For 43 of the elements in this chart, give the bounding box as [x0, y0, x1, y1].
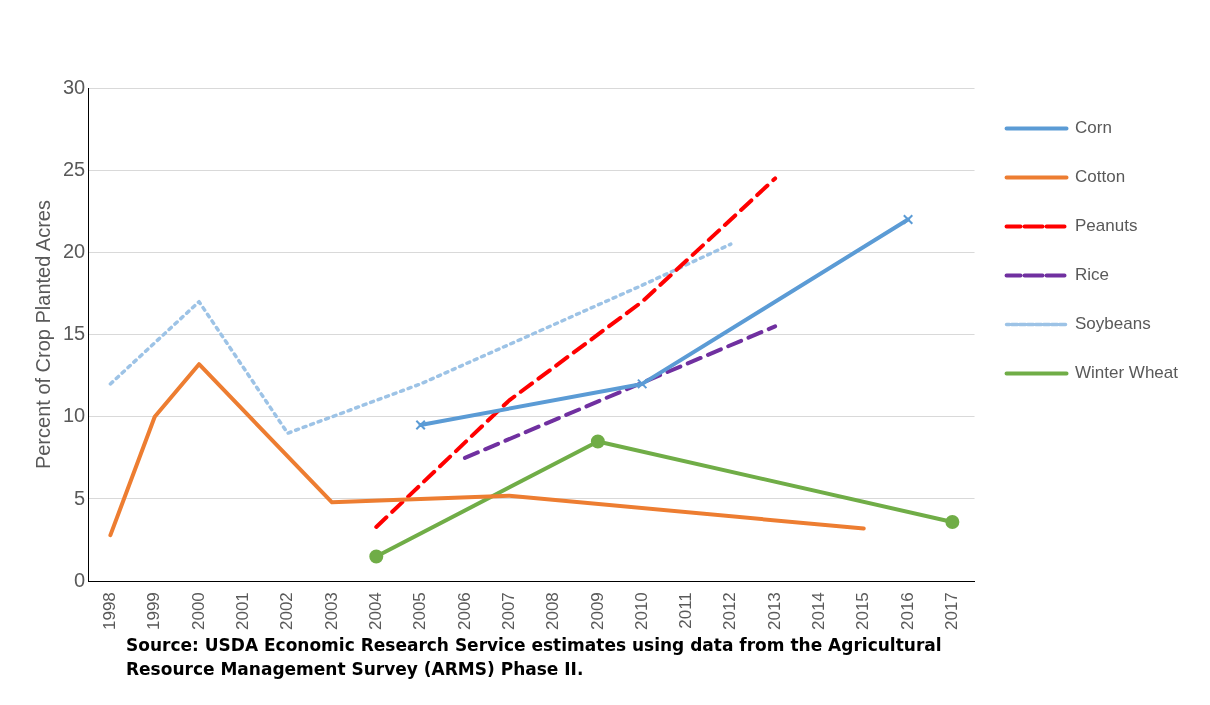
x-tick-label: 2015 [853, 592, 873, 631]
x-tick-label: 2001 [233, 592, 253, 631]
x-tick-label: 2012 [720, 592, 740, 631]
y-tick-label: 5 [74, 486, 86, 509]
x-tick-label: 1998 [100, 592, 120, 631]
point [369, 549, 384, 564]
x-tick-label: 2002 [277, 592, 297, 631]
y-tick-label: 20 [63, 239, 86, 262]
y-tick-label: 0 [74, 568, 86, 591]
line-series [374, 176, 778, 529]
point [590, 434, 605, 449]
legend-label: Soybeans [1075, 314, 1151, 334]
legend-label: Rice [1075, 265, 1110, 285]
point [415, 419, 426, 431]
x-tick-label: 2016 [897, 592, 917, 631]
x-tick-label: 2005 [410, 592, 430, 631]
point [902, 214, 914, 225]
x-tick-label: 2011 [676, 592, 696, 629]
x-tick-label: 2000 [188, 592, 208, 631]
legend-label: Peanuts [1075, 216, 1138, 236]
legend-label: Cotton [1075, 167, 1126, 187]
y-tick-label: 10 [63, 404, 86, 427]
x-tick-label: 2009 [587, 592, 607, 631]
y-tick-label: 30 [63, 75, 86, 98]
x-tick-label: 2014 [809, 592, 829, 631]
x-tick-label: 2006 [454, 592, 474, 631]
legend-label: Corn [1075, 118, 1112, 138]
x-tick-label: 2003 [321, 592, 341, 631]
y-axis-title: Percent of Crop Planted Acres [31, 200, 54, 470]
x-tick-label: 2007 [498, 592, 518, 631]
y-tick-label: 25 [63, 157, 86, 180]
source-note: Source: USDA Economic Research Service estimates using data from the Agricultural Resource Management Survey (ARMS) Phase II. [126, 635, 942, 679]
point [636, 378, 648, 390]
legend-label: Winter Wheat [1075, 363, 1179, 383]
x-tick-label: 2013 [764, 592, 784, 631]
x-tick-label: 2010 [631, 592, 651, 631]
y-tick-label: 15 [63, 322, 86, 345]
point [945, 515, 960, 529]
x-tick-label: 1999 [144, 592, 164, 631]
x-tick-label: 2017 [942, 592, 962, 631]
line-series [108, 242, 733, 435]
x-tick-label: 2004 [365, 592, 385, 631]
x-tick-label: 2008 [543, 592, 563, 631]
